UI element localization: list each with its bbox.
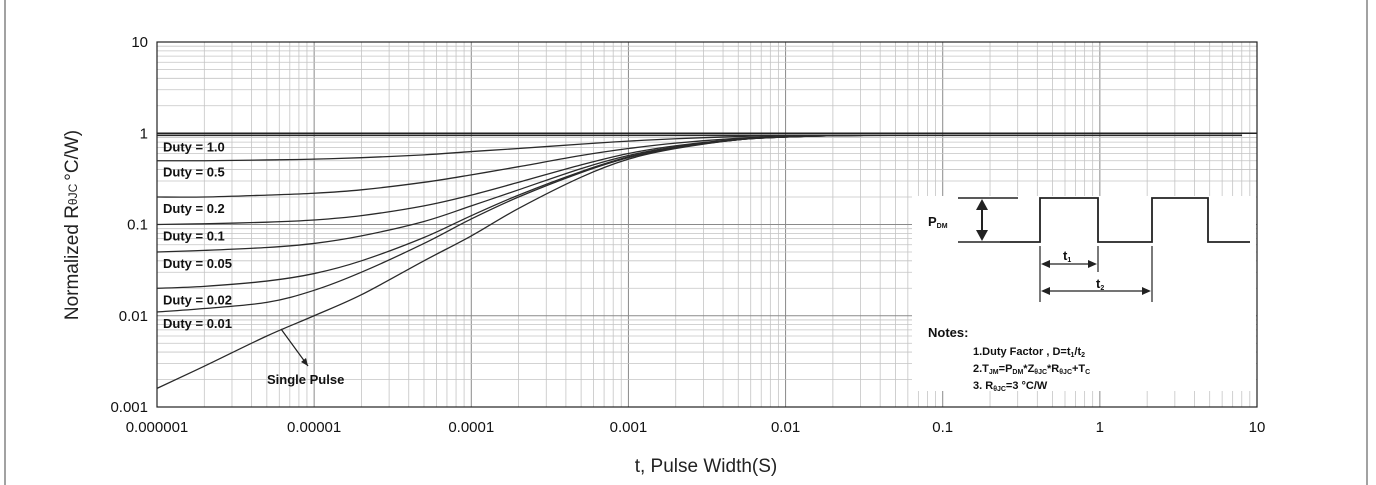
series-line-single-pulse <box>156 134 1242 389</box>
note-1-mid: /t <box>1074 346 1081 358</box>
t2-arrow-left <box>1041 287 1050 295</box>
inset-background <box>912 196 1256 391</box>
note-2-part-d: *R <box>1047 363 1059 375</box>
pdm-arrow-down <box>976 230 988 241</box>
single-pulse-arrowhead <box>301 358 308 366</box>
y-tick-labels: 0.001 0.01 0.1 1 10 <box>110 34 148 416</box>
y-axis-title: Normalized RθJC °C/W) <box>62 130 83 320</box>
x-tick-labels: 0.000001 0.00001 0.0001 0.001 0.01 0.1 1 10 <box>126 419 1266 436</box>
note-1-sub-b: 2 <box>1081 352 1085 359</box>
t1-label: t1 <box>1063 248 1071 264</box>
note-3-part-b: =3 °C/W <box>1006 380 1048 392</box>
x-tick-label: 0.001 <box>610 419 648 436</box>
t2-label: t2 <box>1096 276 1104 292</box>
note-2-part-e: +T <box>1072 363 1085 375</box>
inset-panel: PDM t1 t2 Notes: 1.Duty Factor , D=t1/t2… <box>912 196 1256 393</box>
label-duty-0-5: Duty = 0.5 <box>163 165 225 180</box>
y-tick-label: 0.01 <box>119 308 148 325</box>
pdm-arrow-up <box>976 199 988 210</box>
x-tick-label: 0.1 <box>932 419 953 436</box>
label-duty-0-01: Duty = 0.01 <box>163 316 232 331</box>
note-2-sub-a: JM <box>989 369 999 376</box>
note-2-sub-e: C <box>1085 369 1090 376</box>
note-2: 2.TJM=PDM*ZθJC*RθJC+TC <box>973 363 1090 376</box>
note-1-main: 1.Duty Factor , D=t <box>973 346 1071 358</box>
note-2-sub-b: DM <box>1012 369 1023 376</box>
label-duty-0-05: Duty = 0.05 <box>163 256 232 271</box>
x-tick-label: 0.000001 <box>126 419 189 436</box>
note-2-sub-d: θJC <box>1059 369 1072 376</box>
y-tick-label: 0.1 <box>127 217 148 234</box>
pdm-label-sub: DM <box>937 223 948 230</box>
note-2-part-c: *Z <box>1023 363 1034 375</box>
x-tick-label: 0.0001 <box>448 419 494 436</box>
y-axis-title-sub: θJC <box>66 183 80 205</box>
t2-label-sub: 2 <box>1100 285 1104 292</box>
y-tick-label: 1 <box>140 125 148 142</box>
pdm-label-main: P <box>928 214 937 229</box>
label-duty-1-0: Duty = 1.0 <box>163 139 225 154</box>
y-tick-label: 0.001 <box>110 399 148 416</box>
t1-label-sub: 1 <box>1067 257 1071 264</box>
x-axis-title: t, Pulse Width(S) <box>635 456 778 477</box>
label-duty-0-1: Duty = 0.1 <box>163 229 225 244</box>
pdm-label: PDM <box>928 214 948 230</box>
note-2-part-a: 2.T <box>973 363 989 375</box>
label-duty-0-2: Duty = 0.2 <box>163 201 225 216</box>
t1-arrow-left <box>1041 260 1050 268</box>
series-lines <box>156 132 1257 389</box>
y-tick-label: 10 <box>131 34 148 51</box>
duty-labels: Duty = 1.0 Duty = 0.5 Duty = 0.2 Duty = 0.1… <box>163 139 232 331</box>
label-duty-0-02: Duty = 0.02 <box>163 292 232 307</box>
note-3-sub: θJC <box>993 386 1006 393</box>
t1-arrow-right <box>1088 260 1097 268</box>
note-3: 3. RθJC=3 °C/W <box>973 380 1048 393</box>
t1-label-main: t <box>1063 248 1068 263</box>
x-tick-label: 10 <box>1249 419 1266 436</box>
note-1-sub-a: 1 <box>1071 352 1075 359</box>
note-2-part-b: =P <box>999 363 1013 375</box>
note-3-part-a: 3. R <box>973 380 993 392</box>
notes-title: Notes: <box>928 325 968 340</box>
note-2-sub-c: θJC <box>1034 369 1047 376</box>
x-tick-label: 1 <box>1096 419 1104 436</box>
pulse-train <box>1000 197 1250 243</box>
single-pulse-pointer <box>280 328 309 367</box>
single-pulse-label: Single Pulse <box>267 372 344 387</box>
x-tick-label: 0.00001 <box>287 419 341 436</box>
y-axis-title-unit: °C/W) <box>62 130 83 181</box>
x-tick-label: 0.01 <box>771 419 800 436</box>
series-line-duty-0-5 <box>156 134 1242 162</box>
t2-arrow-right <box>1142 287 1151 295</box>
grid <box>156 42 1257 408</box>
y-axis-title-main: Normalized R <box>62 205 83 320</box>
note-1: 1.Duty Factor , D=t1/t2 <box>973 346 1085 359</box>
t2-label-main: t <box>1096 276 1101 291</box>
